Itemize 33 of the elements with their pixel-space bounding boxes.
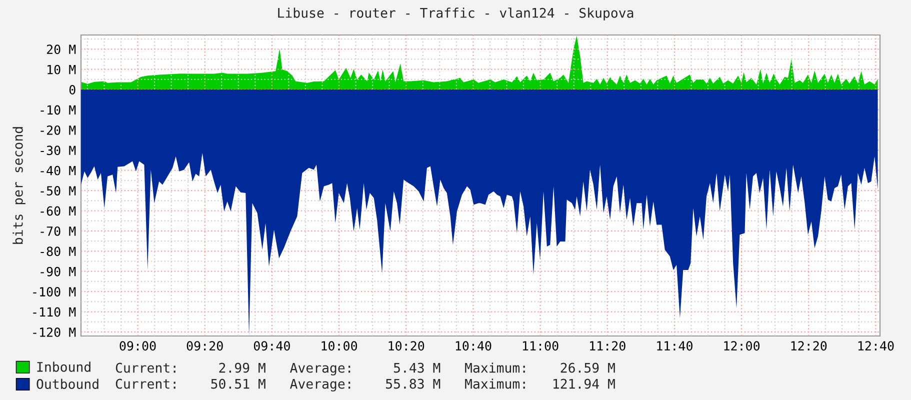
x-tick-label: 10:40 [456, 341, 492, 351]
y-tick-label: -10 M [40, 105, 76, 115]
y-tick-label: -80 M [40, 246, 76, 256]
y-tick-label: 10 M [48, 64, 76, 74]
x-tick-label: 10:00 [322, 341, 358, 351]
y-tick-label: -120 M [33, 327, 76, 337]
text: Current: 50.51 M Average: 55.83 M Maximum: 121.94 M [116, 378, 615, 392]
legend-label: Outbound [36, 378, 98, 390]
y-tick-label: -40 M [40, 166, 76, 176]
x-tick-label: 10:20 [388, 341, 424, 351]
y-tick-label: -30 M [40, 146, 76, 156]
x-tick-label: 12:40 [858, 341, 894, 351]
y-tick-label: 0 [69, 85, 76, 95]
x-tick-label: 09:40 [254, 341, 290, 351]
y-tick-label: -100 M [33, 287, 76, 297]
x-tick-label: 12:00 [724, 341, 760, 351]
x-tick-label: 12:20 [791, 341, 827, 351]
y-tick-label: -50 M [40, 186, 76, 196]
y-tick-label: 20 M [46, 44, 76, 54]
y-tick-label: -70 M [40, 226, 76, 236]
x-tick-label: 11:40 [657, 341, 692, 351]
y-tick-label: -60 M [40, 206, 76, 216]
x-tick-label: 09:00 [120, 341, 156, 351]
legend-label: Inbound [37, 362, 90, 372]
x-tick-label: 11:20 [590, 341, 626, 351]
y-axis-title: bits per second [12, 127, 26, 244]
x-tick-label: 09:20 [186, 341, 223, 351]
text: Current: 2.99 M Average: 5.43 M Maximum: 26.59 M [116, 362, 615, 376]
y-tick-label: -90 M [40, 266, 76, 276]
x-tick-label: 11:00 [522, 341, 558, 351]
y-tick-label: -20 M [40, 125, 76, 135]
chart-title: Libuse - router - Traffic - vlan124 - Skupova [278, 8, 634, 20]
y-tick-label: -110 M [33, 307, 76, 317]
